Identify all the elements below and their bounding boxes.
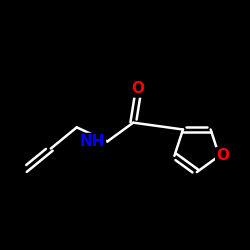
Text: O: O (216, 148, 229, 163)
Text: NH: NH (80, 134, 105, 149)
Text: O: O (132, 82, 144, 96)
